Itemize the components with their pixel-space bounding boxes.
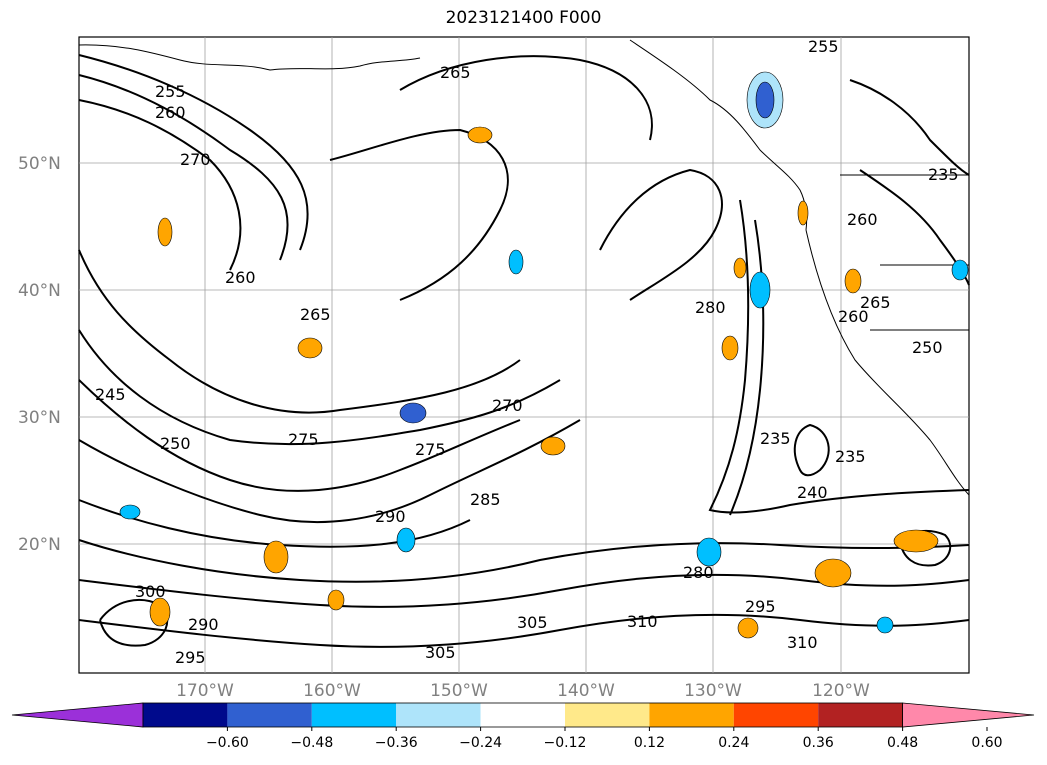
colorbar-tick-label: 0.48 — [887, 735, 918, 751]
lat-label-50n: 50°N — [18, 154, 61, 174]
colorbar — [11, 702, 1035, 728]
contour-label-270: 270 — [180, 150, 211, 169]
contour-label-310: 310 — [627, 612, 658, 631]
contour-label-265-b: 265 — [300, 305, 331, 324]
colorbar-outline — [142, 702, 903, 728]
contour-label-250: 250 — [912, 338, 943, 357]
contour-label-265-c: 265 — [860, 293, 891, 312]
colorbar-segment — [227, 703, 312, 727]
lon-label-130w: 130°W — [684, 681, 742, 701]
colorbar-tick-label: −0.12 — [544, 735, 587, 751]
colorbar-tick-label: 0.36 — [803, 735, 834, 751]
contour-label-235-b: 235 — [835, 447, 866, 466]
contour-label-295: 295 — [745, 597, 776, 616]
lon-label-120w: 120°W — [812, 681, 870, 701]
lat-label-40n: 40°N — [18, 281, 61, 301]
latitude-labels: 50°N 40°N 30°N 20°N — [18, 154, 61, 555]
contour-label-275: 275 — [415, 440, 446, 459]
contour-label-300: 300 — [135, 582, 166, 601]
contour-label-290: 290 — [375, 507, 406, 526]
contour-label-305-b: 305 — [425, 643, 456, 662]
colorbar-tick-label: 0.60 — [971, 735, 1002, 751]
anomaly-shading — [119, 71, 969, 639]
contour-label-245: 245 — [95, 385, 126, 404]
colorbar-segment — [818, 703, 903, 727]
lon-label-160w: 160°W — [303, 681, 361, 701]
contour-label-275-b: 275 — [288, 430, 319, 449]
lon-label-170w: 170°W — [176, 681, 234, 701]
contour-label-235: 235 — [928, 165, 959, 184]
colorbar-extend-left — [11, 702, 144, 728]
contour-label-290-b: 290 — [188, 615, 219, 634]
colorbar-extend-right — [902, 702, 1035, 728]
colorbar-segment — [143, 703, 228, 727]
map-title: 2023121400 F000 — [445, 8, 602, 28]
colorbar-segment — [565, 703, 650, 727]
contour-label-310-b: 310 — [787, 633, 818, 652]
colorbar-tick-label: 0.24 — [718, 735, 749, 751]
contour-label-240: 240 — [797, 483, 828, 502]
colorbar-segment — [311, 703, 397, 727]
colorbar-tick-label: −0.48 — [290, 735, 333, 751]
contour-label-280-b: 280 — [683, 563, 714, 582]
contour-label-255: 255 — [155, 82, 186, 101]
colorbar-segment — [396, 703, 481, 727]
lat-label-30n: 30°N — [18, 408, 61, 428]
lon-label-150w: 150°W — [430, 681, 488, 701]
contour-label-280: 280 — [695, 298, 726, 317]
contour-label-265: 265 — [440, 63, 471, 82]
contour-label-260-d: 260 — [838, 307, 869, 326]
longitude-labels: 170°W 160°W 150°W 140°W 130°W 120°W — [176, 681, 870, 701]
contour-label-235-c: 235 — [760, 429, 791, 448]
contour-label-270-b: 270 — [492, 396, 523, 415]
contour-label-260-b: 260 — [225, 268, 256, 287]
contour-label-260: 260 — [155, 103, 186, 122]
colorbar-labels: −0.60 −0.48 −0.36 −0.24 −0.12 0.12 0.24 0.36 0.4… — [206, 727, 1003, 751]
contour-label-305: 305 — [517, 613, 548, 632]
colorbar-tick-label: −0.24 — [459, 735, 502, 751]
contour-label-260-c: 260 — [847, 210, 878, 229]
colorbar-segment — [649, 703, 734, 727]
contour-label-255-b: 255 — [808, 37, 839, 56]
colorbar-tick-label: −0.36 — [375, 735, 418, 751]
colorbar-tick-label: −0.60 — [206, 735, 249, 751]
gridlines — [79, 37, 969, 673]
lon-label-140w: 140°W — [557, 681, 615, 701]
lat-label-20n: 20°N — [18, 535, 61, 555]
contour-label-285: 285 — [470, 490, 501, 509]
coastlines — [78, 39, 970, 496]
colorbar-segment — [480, 703, 565, 727]
contour-label-250-b: 250 — [160, 434, 191, 453]
colorbar-segment — [733, 703, 819, 727]
contour-label-295-b: 295 — [175, 648, 206, 667]
contour-value-labels: 255 260 265 270 275 280 285 290 295 300 … — [95, 37, 959, 667]
colorbar-tick-label: 0.12 — [634, 735, 665, 751]
